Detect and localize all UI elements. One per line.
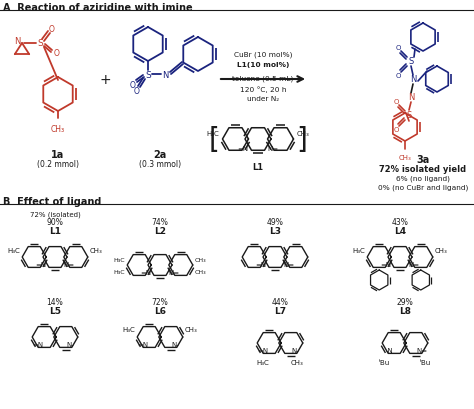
Text: 72%: 72% [152, 297, 168, 306]
Text: =N: =N [255, 262, 266, 267]
Text: L1(10 mol%): L1(10 mol%) [237, 62, 289, 68]
Text: O: O [393, 99, 399, 105]
Text: 49%: 49% [266, 218, 283, 227]
Text: =N: =N [380, 262, 392, 267]
Text: H₃C: H₃C [257, 359, 270, 365]
Text: +: + [99, 73, 111, 87]
Text: N=: N= [417, 347, 428, 353]
Text: S: S [409, 57, 414, 66]
Text: =N: =N [237, 146, 248, 152]
Text: [: [ [209, 126, 220, 154]
Text: ᵗBu: ᵗBu [420, 359, 431, 365]
Text: =N: =N [257, 347, 268, 353]
Text: H₃C: H₃C [8, 248, 20, 254]
Text: =N: =N [140, 270, 151, 276]
Text: H₃C: H₃C [114, 257, 125, 262]
Text: (0.2 mmol): (0.2 mmol) [37, 160, 79, 169]
Text: 74%: 74% [152, 218, 168, 227]
Text: L7: L7 [274, 306, 286, 315]
Text: CH₃: CH₃ [297, 130, 309, 136]
Text: O: O [49, 25, 55, 34]
Text: 43%: 43% [392, 218, 409, 227]
Text: S: S [37, 39, 43, 48]
Text: 14%: 14% [46, 297, 64, 306]
Text: CH₃: CH₃ [291, 359, 303, 365]
Text: =N: =N [32, 342, 43, 347]
Text: N: N [162, 70, 168, 79]
Text: ]: ] [296, 126, 307, 154]
Text: 1a: 1a [51, 150, 64, 160]
Text: 29%: 29% [397, 297, 413, 306]
Text: S: S [406, 111, 411, 120]
Text: CH₃: CH₃ [51, 125, 65, 134]
Text: toluene (0.5 mL): toluene (0.5 mL) [232, 76, 294, 82]
Text: N: N [14, 36, 20, 45]
Text: -N: -N [385, 347, 393, 353]
Text: L1: L1 [253, 163, 264, 172]
Text: O: O [395, 45, 401, 51]
Text: 2a: 2a [154, 150, 167, 160]
Text: CH₃: CH₃ [195, 257, 206, 262]
Text: 120 °C, 20 h: 120 °C, 20 h [240, 86, 286, 92]
Text: H₃C: H₃C [114, 269, 125, 274]
Text: O: O [130, 81, 136, 90]
Text: L3: L3 [269, 227, 281, 236]
Text: L8: L8 [399, 306, 411, 315]
Text: 44%: 44% [272, 297, 289, 306]
Text: N=: N= [169, 270, 180, 276]
Text: =N: =N [35, 262, 46, 267]
Text: O: O [395, 73, 401, 79]
Text: N: N [410, 75, 416, 84]
Text: under N₂: under N₂ [247, 96, 279, 102]
Text: 72% (isolated): 72% (isolated) [29, 211, 81, 218]
Text: L6: L6 [154, 306, 166, 315]
Text: N-: N- [172, 342, 180, 347]
Text: (0.3 mmol): (0.3 mmol) [139, 160, 181, 169]
Text: O: O [134, 87, 140, 96]
Text: CH₃: CH₃ [399, 155, 411, 161]
Text: ᵗBu: ᵗBu [379, 359, 390, 365]
Text: =N: =N [137, 342, 148, 347]
Text: H₃C: H₃C [207, 130, 219, 136]
Text: CH₃: CH₃ [90, 248, 102, 254]
Text: L5: L5 [49, 306, 61, 315]
Text: N=: N= [409, 262, 420, 267]
Text: 0% (no CuBr and ligand): 0% (no CuBr and ligand) [378, 184, 468, 191]
Text: 6% (no ligand): 6% (no ligand) [396, 175, 450, 182]
Text: 3a: 3a [416, 155, 429, 164]
Text: N=: N= [267, 146, 279, 152]
Text: L1: L1 [49, 227, 61, 236]
Text: 90%: 90% [46, 218, 64, 227]
Text: N-: N- [67, 342, 74, 347]
Text: 72% isolated yield: 72% isolated yield [380, 164, 466, 173]
Text: N=: N= [283, 262, 295, 267]
Text: N: N [408, 93, 414, 102]
Text: L4: L4 [394, 227, 406, 236]
Text: N=: N= [64, 262, 75, 267]
Text: L2: L2 [154, 227, 166, 236]
Text: B  Effect of ligand: B Effect of ligand [3, 196, 101, 207]
Text: A  Reaction of aziridine with imine: A Reaction of aziridine with imine [3, 3, 192, 13]
Text: CH₃: CH₃ [435, 248, 447, 254]
Text: CH₃: CH₃ [185, 326, 198, 332]
Text: H₃C: H₃C [353, 248, 365, 254]
Text: N-: N- [292, 347, 300, 353]
Text: H₃C: H₃C [122, 326, 135, 332]
Text: O: O [393, 127, 399, 133]
Text: O: O [54, 49, 60, 58]
Text: CH₃: CH₃ [195, 269, 206, 274]
Text: S: S [145, 70, 151, 79]
Text: CuBr (10 mol%): CuBr (10 mol%) [234, 52, 292, 58]
